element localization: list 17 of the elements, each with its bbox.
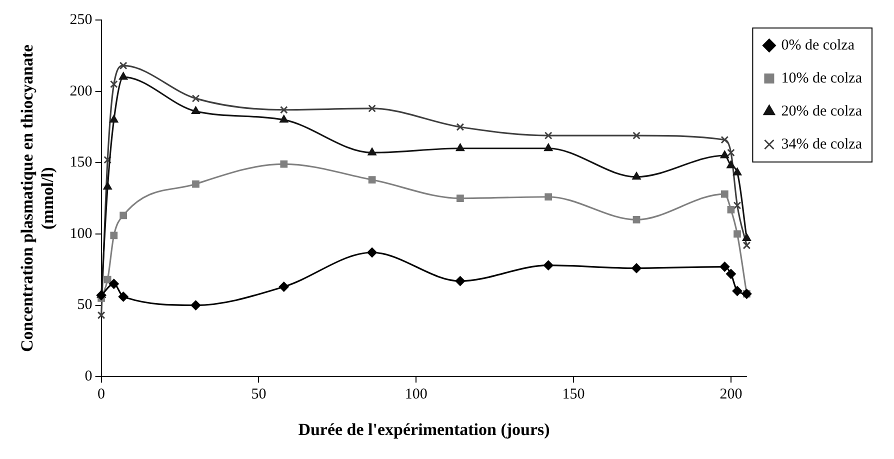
y-tick-label: 50 — [77, 297, 92, 314]
x-axis-title: Durée de l'expérimentation (jours) — [298, 420, 550, 440]
y-tick-label: 250 — [70, 12, 92, 28]
legend-label: 20% de colza — [781, 103, 862, 120]
legend-label: 0% de colza — [781, 37, 855, 54]
y-axis-title: Concentration plasmatique en thiocyanate (mmol/l) — [18, 44, 57, 352]
y-tick-label: 100 — [70, 226, 92, 242]
y-tick-label: 200 — [70, 83, 92, 100]
x-tick-label: 150 — [562, 386, 585, 403]
x-tick-label: 200 — [720, 386, 742, 403]
x-tick-label: 100 — [404, 386, 428, 403]
x-tick-label: 50 — [251, 386, 266, 403]
x-tick-label: 0 — [98, 386, 106, 403]
legend-label: 34% de colza — [781, 136, 862, 152]
y-tick-label: 0 — [84, 368, 92, 385]
legend-label: 10% de colza — [781, 70, 862, 86]
y-tick-label: 150 — [70, 154, 92, 171]
